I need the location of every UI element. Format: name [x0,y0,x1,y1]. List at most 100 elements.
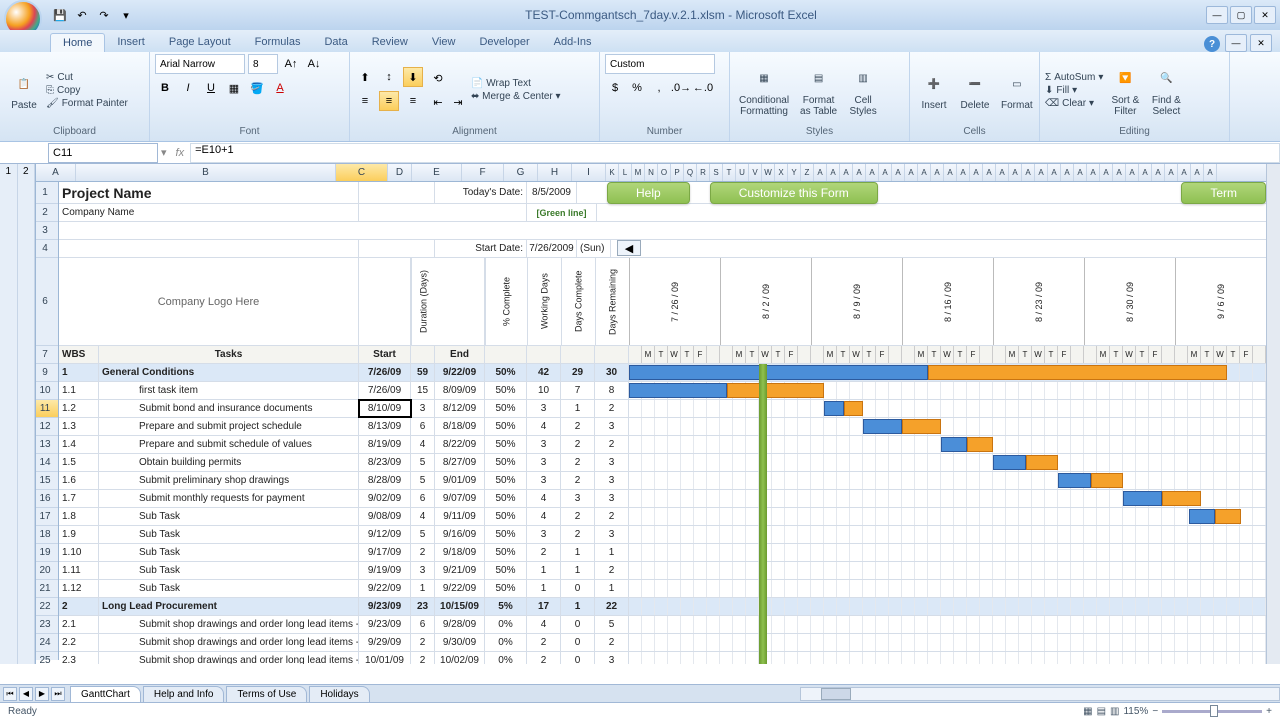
gantt-day-header[interactable]: F [785,346,798,363]
decrease-decimal-button[interactable]: ←.0 [693,78,713,98]
wbs-cell[interactable]: 1.7 [59,490,99,507]
col-header-narrow-34[interactable]: A [1048,164,1061,181]
duration-cell[interactable]: 23 [411,598,435,615]
days-remaining-cell[interactable]: 5 [595,616,629,633]
end-cell[interactable]: 9/16/09 [435,526,485,543]
gantt-day-header[interactable]: W [1123,346,1136,363]
working-days-cell[interactable]: 10 [527,382,561,399]
col-header-A[interactable]: A [36,164,76,181]
start-cell[interactable]: 8/23/09 [359,454,411,471]
font-name-combo[interactable]: Arial Narrow [155,54,245,74]
pct-cell[interactable]: 50% [485,508,527,525]
tab-data[interactable]: Data [312,33,359,52]
col-header-narrow-28[interactable]: A [970,164,983,181]
pct-cell[interactable]: 50% [485,436,527,453]
days-remaining-cell[interactable]: 1 [595,580,629,597]
end-cell[interactable]: 9/11/09 [435,508,485,525]
working-days-cell[interactable]: 1 [527,562,561,579]
days-remaining-cell[interactable]: 3 [595,454,629,471]
working-days-cell[interactable]: 17 [527,598,561,615]
gantt-day-header[interactable] [1162,346,1175,363]
days-complete-cell[interactable]: 0 [561,616,595,633]
row-header-25[interactable]: 25 [36,652,58,664]
days-remaining-cell[interactable]: 22 [595,598,629,615]
days-complete-cell[interactable]: 2 [561,436,595,453]
task-cell[interactable]: Sub Task [99,562,359,579]
cell-grid[interactable]: Project NameToday's Date:8/5/2009HelpCus… [59,182,1266,660]
company-name[interactable]: Company Name [59,204,359,221]
row-header-22[interactable]: 22 [36,598,58,616]
pct-cell[interactable]: 50% [485,454,527,471]
todays-date[interactable]: 8/5/2009 [527,182,577,203]
duration-cell[interactable]: 15 [411,382,435,399]
gantt-week-4[interactable]: 8 / 23 / 09 [993,258,1084,345]
row-header-20[interactable]: 20 [36,562,58,580]
start-cell[interactable]: 10/01/09 [359,652,411,664]
days-complete-cell[interactable]: 0 [561,652,595,664]
align-center-button[interactable]: ≡ [379,91,399,111]
increase-decimal-button[interactable]: .0→ [671,78,691,98]
task-cell[interactable]: Submit bond and insurance documents [99,400,359,417]
end-cell[interactable]: 9/01/09 [435,472,485,489]
term-button[interactable]: Term [1181,182,1266,204]
col-header-narrow-16[interactable]: A [814,164,827,181]
col-header-narrow-11[interactable]: V [749,164,762,181]
border-button[interactable]: ▦ [224,78,244,98]
copy-button[interactable]: ⎘Copy [46,85,128,96]
wbs-cell[interactable]: 2.1 [59,616,99,633]
gantt-day-header[interactable]: W [1214,346,1227,363]
working-days-cell[interactable]: 1 [527,580,561,597]
start-cell[interactable]: 8/10/09 [359,400,411,417]
col-header-narrow-19[interactable]: A [853,164,866,181]
days-complete-cell[interactable]: 29 [561,364,595,381]
align-right-button[interactable]: ≡ [403,91,423,111]
gantt-day-header[interactable]: F [967,346,980,363]
gantt-week-1[interactable]: 8 / 2 / 09 [720,258,811,345]
working-days-cell[interactable]: 42 [527,364,561,381]
row-header-14[interactable]: 14 [36,454,58,472]
horizontal-scrollbar[interactable] [800,687,1280,701]
pct-cell[interactable]: 50% [485,364,527,381]
tab-formulas[interactable]: Formulas [243,33,313,52]
col-header-narrow-5[interactable]: P [671,164,684,181]
row-header-15[interactable]: 15 [36,472,58,490]
percent-button[interactable]: % [627,78,647,98]
align-bottom-button[interactable]: ⬇ [403,67,423,87]
header-end[interactable]: End [435,346,485,363]
days-remaining-cell[interactable]: 3 [595,526,629,543]
gantt-bar[interactable] [993,455,1058,470]
col-header-narrow-36[interactable]: A [1074,164,1087,181]
zoom-slider[interactable] [1162,710,1262,713]
end-cell[interactable]: 10/02/09 [435,652,485,664]
start-cell[interactable]: 8/13/09 [359,418,411,435]
row-header-11[interactable]: 11 [36,400,58,418]
font-size-combo[interactable]: 8 [248,54,278,74]
gantt-day-header[interactable]: M [1006,346,1019,363]
gantt-day-header[interactable]: T [1201,346,1214,363]
end-cell[interactable]: 8/12/09 [435,400,485,417]
ribbon-minimize-button[interactable]: — [1225,34,1247,52]
currency-button[interactable]: $ [605,78,625,98]
duration-cell[interactable]: 3 [411,562,435,579]
days-remaining-cell[interactable]: 2 [595,562,629,579]
days-remaining-cell[interactable]: 3 [595,652,629,664]
col-header-narrow-30[interactable]: A [996,164,1009,181]
days-complete-cell[interactable]: 2 [561,454,595,471]
col-header-narrow-45[interactable]: A [1191,164,1204,181]
working-days-cell[interactable]: 2 [527,652,561,664]
gantt-week-3[interactable]: 8 / 16 / 09 [902,258,993,345]
pct-cell[interactable]: 0% [485,652,527,664]
start-cell[interactable]: 9/19/09 [359,562,411,579]
sheet-tab-terms-of-use[interactable]: Terms of Use [226,686,307,702]
help-button[interactable]: Help [607,182,690,204]
days-complete-cell[interactable]: 3 [561,490,595,507]
gantt-day-header[interactable]: M [824,346,837,363]
wbs-cell[interactable]: 1.2 [59,400,99,417]
gantt-day-header[interactable] [902,346,915,363]
merge-center-button[interactable]: ⬌ Merge & Center ▾ [471,91,561,102]
underline-button[interactable]: U [201,78,221,98]
gantt-day-header[interactable]: W [759,346,772,363]
col-header-narrow-42[interactable]: A [1152,164,1165,181]
tab-page-layout[interactable]: Page Layout [157,33,243,52]
working-days-cell[interactable]: 3 [527,436,561,453]
